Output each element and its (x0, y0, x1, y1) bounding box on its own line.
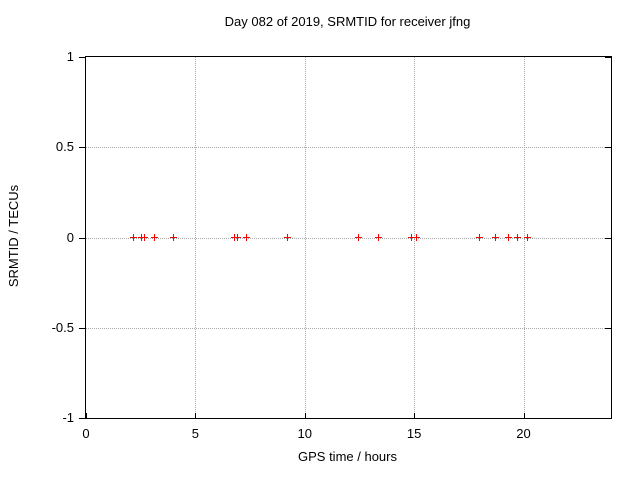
y-axis-tick-mirror (605, 147, 611, 149)
data-point-marker (234, 233, 242, 241)
y-axis-tick-mirror (605, 327, 611, 329)
gridline-horizontal (86, 147, 611, 149)
x-tick-label: 10 (297, 426, 312, 441)
data-point-marker (514, 233, 522, 241)
x-tick-label: 15 (406, 426, 422, 441)
y-axis-tick-mirror (605, 418, 611, 419)
data-point-marker (130, 233, 138, 241)
chart-title: Day 082 of 2019, SRMTID for receiver jfn… (224, 14, 471, 29)
gridline-horizontal (86, 327, 611, 329)
data-point-marker (504, 233, 512, 241)
x-axis-tick (414, 413, 416, 418)
data-point-marker (355, 233, 362, 241)
y-tick-label: -1 (62, 410, 74, 425)
data-point-marker (407, 233, 415, 241)
y-tick-label: 0.5 (55, 139, 74, 155)
x-axis-label: GPS time / hours (298, 449, 397, 464)
data-point-marker (475, 233, 483, 241)
y-axis-tick-mirror (605, 57, 611, 58)
data-point-marker (283, 233, 291, 241)
x-tick-label: 0 (82, 426, 90, 441)
data-point-marker (150, 233, 158, 241)
y-axis-tick (79, 147, 85, 149)
data-point-marker (524, 233, 532, 241)
y-axis-tick-mirror (605, 237, 611, 239)
y-axis-tick (79, 57, 85, 58)
x-axis-tick (195, 413, 197, 418)
data-point-marker (412, 233, 420, 241)
y-axis-tick (79, 327, 85, 329)
y-axis-tick (79, 237, 85, 239)
data-point-marker (141, 233, 149, 241)
x-axis-tick (304, 413, 306, 418)
y-tick-label: -0.5 (51, 319, 74, 335)
data-point-marker (169, 233, 177, 241)
y-axis-tick (79, 418, 85, 419)
y-tick-label: 0 (66, 229, 74, 245)
x-axis-tick (523, 413, 525, 418)
data-point-marker (491, 233, 499, 241)
x-tick-label: 20 (516, 426, 531, 441)
y-axis-label: SRMTID / TECUs (6, 184, 21, 288)
x-tick-label: 5 (191, 426, 199, 441)
plot-area: 0 5 10 15 20 1 0.5 0 -0.5 -1 (52, 49, 612, 441)
gridline-horizontal (86, 237, 611, 239)
data-point-marker (375, 233, 383, 241)
x-axis-tick (86, 413, 87, 418)
y-tick-label: 1 (66, 49, 74, 64)
data-point-marker (243, 233, 250, 241)
